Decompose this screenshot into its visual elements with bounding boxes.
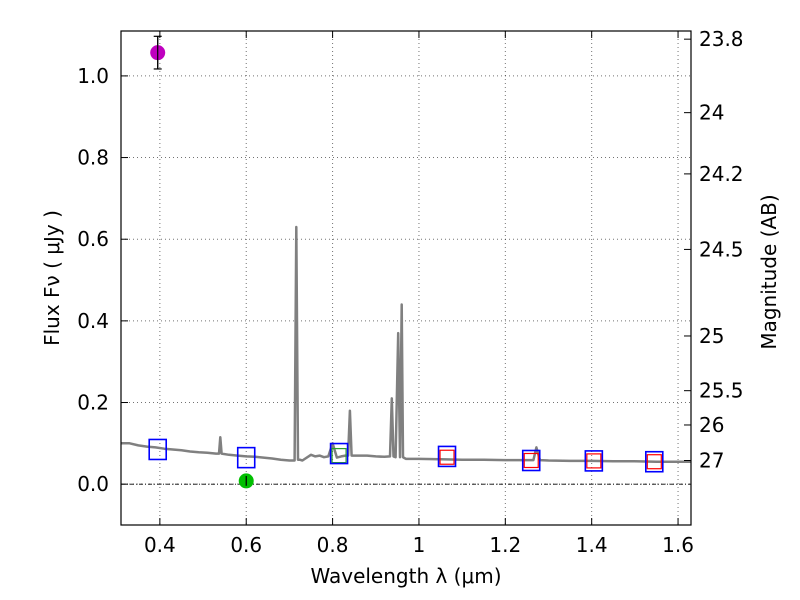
mag-tick-label: 26 <box>699 413 724 437</box>
y-tick-label: 0.4 <box>77 309 109 333</box>
model-blue-square <box>584 450 604 472</box>
model-red-square <box>586 453 602 469</box>
x-tick-label: 0.4 <box>144 533 176 557</box>
mag-tick-label: 23.8 <box>699 27 744 51</box>
y-tick-label: 0.0 <box>77 472 109 496</box>
sed-model-line <box>121 225 691 463</box>
x-tick-label: 1 <box>413 533 426 557</box>
model-red-square <box>523 452 539 469</box>
model-red-square <box>439 449 455 465</box>
x-tick-label: 1.6 <box>662 533 694 557</box>
x-tick-label: 1.4 <box>576 533 608 557</box>
mag-tick-label: 25 <box>699 324 724 348</box>
y2-axis-title: Magnitude (AB) <box>757 194 781 349</box>
markers-layer <box>148 35 664 489</box>
mag-tick-label: 24.2 <box>699 162 744 186</box>
model-blue-square <box>329 442 349 465</box>
grid-layer <box>121 31 691 525</box>
model-green-square <box>331 447 347 464</box>
series-layer <box>121 225 691 463</box>
y-axis-title: Flux Fν ( μJy ) <box>40 210 64 346</box>
y-tick-label: 0.8 <box>77 146 109 170</box>
model-blue-square <box>644 450 664 473</box>
y-tick-label: 1.0 <box>77 64 109 88</box>
mag-tick-label: 27 <box>699 448 724 472</box>
x-tick-label: 1.2 <box>489 533 521 557</box>
y-tick-label: 0.6 <box>77 227 109 251</box>
model-blue-square <box>148 438 168 461</box>
y-tick-label: 0.2 <box>77 391 109 415</box>
mag-tick-label: 24 <box>699 101 724 125</box>
plot-frame <box>120 30 692 526</box>
model-blue-square <box>521 449 541 472</box>
model-blue-square <box>236 446 256 469</box>
x-axis-title: Wavelength λ (μm) <box>310 564 501 588</box>
mag-tick-label: 24.5 <box>699 237 744 261</box>
x-tick-label: 0.6 <box>230 533 262 557</box>
ticks-layer: 0.4 0.6 0.8 1 1.2 1.4 1.6 0.0 0.2 0.4 0.6 0.8 1.0 23.… <box>77 27 743 557</box>
x-tick-label: 0.8 <box>317 533 349 557</box>
mag-tick-label: 25.5 <box>699 379 744 403</box>
model-blue-square <box>437 445 457 468</box>
model-red-square <box>646 454 662 470</box>
